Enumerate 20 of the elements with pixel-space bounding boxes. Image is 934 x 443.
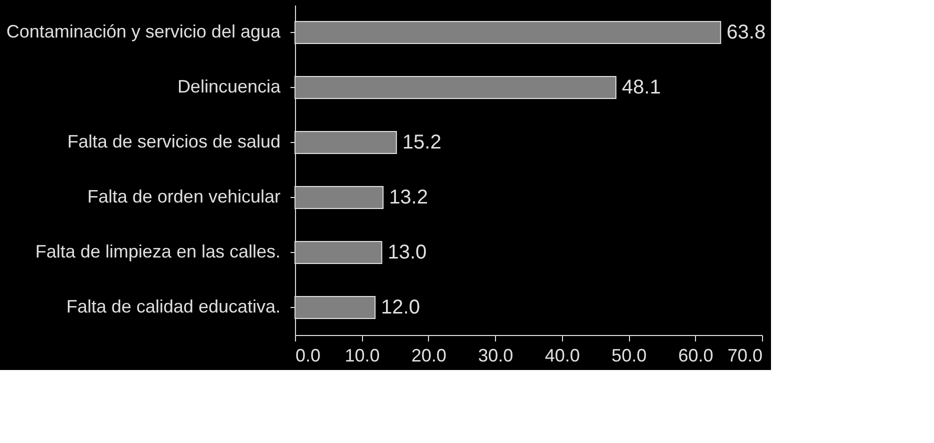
x-tick-label: 10.0 bbox=[344, 346, 380, 366]
data-label: 48.1 bbox=[622, 76, 661, 98]
y-tick-label: Falta de limpieza en las calles. bbox=[35, 242, 280, 262]
x-tick-label: 0.0 bbox=[296, 346, 321, 366]
x-tick-label: 70.0 bbox=[727, 346, 762, 366]
data-label: 15.2 bbox=[402, 132, 442, 154]
data-label: 13.2 bbox=[389, 186, 428, 208]
y-tick-label: Falta de orden vehicular bbox=[87, 186, 280, 206]
y-tick-label: Falta de calidad educativa. bbox=[66, 296, 280, 316]
x-tick-label: 50.0 bbox=[612, 346, 647, 366]
x-tick-label: 60.0 bbox=[678, 346, 714, 366]
data-label: 63.8 bbox=[726, 22, 766, 44]
data-label: 13.0 bbox=[388, 242, 427, 264]
y-tick-label: Contaminación y servicio del agua bbox=[6, 22, 282, 42]
y-tick-label: Delincuencia bbox=[177, 76, 282, 96]
data-label: 12.0 bbox=[381, 296, 420, 318]
x-tick-label: 40.0 bbox=[544, 346, 580, 366]
y-tick-label: Falta de servicios de salud bbox=[67, 132, 280, 152]
x-tick-label: 30.0 bbox=[478, 346, 514, 366]
x-tick-label: 20.0 bbox=[411, 346, 446, 366]
